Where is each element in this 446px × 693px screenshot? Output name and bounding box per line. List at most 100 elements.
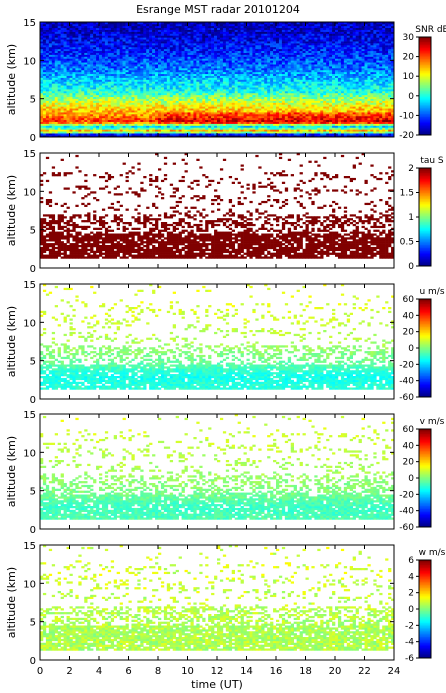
heatmap-cell <box>352 106 356 109</box>
heatmap-cell <box>361 119 365 122</box>
heatmap-cell <box>140 133 144 136</box>
heatmap-cell <box>69 64 73 67</box>
heatmap-cell <box>125 119 129 122</box>
heatmap-cell <box>119 69 123 73</box>
heatmap-cell <box>137 133 141 136</box>
heatmap-cell <box>287 94 292 98</box>
heatmap-cell <box>246 115 250 119</box>
heatmap-cell <box>60 96 64 99</box>
heatmap-cell <box>385 77 389 80</box>
heatmap-cell <box>40 125 44 128</box>
heatmap-cell <box>267 85 271 88</box>
heatmap-cell <box>225 64 230 67</box>
heatmap-cell <box>267 89 271 92</box>
heatmap-cell <box>323 100 327 103</box>
heatmap-cell <box>237 110 241 113</box>
heatmap-cell <box>211 110 215 113</box>
heatmap-cell <box>299 94 303 98</box>
heatmap-cell <box>290 69 294 73</box>
heatmap-cell <box>155 75 159 78</box>
heatmap-cell <box>258 104 262 107</box>
heatmap-cell <box>128 129 132 132</box>
heatmap-cell <box>110 56 115 59</box>
heatmap-cell <box>376 104 380 107</box>
heatmap-cell <box>320 96 324 99</box>
heatmap-cell <box>128 98 132 101</box>
heatmap-cell <box>237 104 241 107</box>
heatmap-cell <box>40 106 44 109</box>
heatmap-cell <box>391 119 395 122</box>
heatmap-cell <box>228 87 233 90</box>
heatmap-cell <box>104 64 109 67</box>
heatmap-cell <box>57 81 61 84</box>
heatmap-cell <box>119 108 123 111</box>
heatmap-cell <box>332 68 336 71</box>
heatmap-cell <box>252 96 256 99</box>
heatmap-cell <box>267 75 271 78</box>
heatmap-cell <box>355 114 359 117</box>
heatmap-cell <box>155 62 159 65</box>
heatmap-cell <box>54 104 58 107</box>
heatmap-cell <box>187 87 191 90</box>
heatmap-cell <box>40 92 44 96</box>
heatmap-cell <box>42 121 47 124</box>
heatmap-cell <box>349 85 353 88</box>
heatmap-cell <box>160 129 165 132</box>
heatmap-cell <box>63 129 67 132</box>
heatmap-cell <box>211 73 215 76</box>
heatmap-cell <box>217 135 221 138</box>
heatmap-cell <box>60 91 64 94</box>
heatmap-cell <box>382 68 386 71</box>
heatmap-cell <box>337 64 342 67</box>
heatmap-cell <box>146 96 150 99</box>
heatmap-cell <box>231 112 235 115</box>
heatmap-cell <box>93 125 97 128</box>
heatmap-cell <box>211 68 215 71</box>
heatmap-cell <box>276 58 280 61</box>
heatmap-cell <box>281 110 286 113</box>
heatmap-cell <box>116 58 120 61</box>
heatmap-cell <box>237 87 241 90</box>
heatmap-cell <box>96 58 100 61</box>
heatmap-cell <box>222 60 227 63</box>
heatmap-cell <box>42 58 47 61</box>
heatmap-cell <box>278 100 283 103</box>
heatmap-cell <box>104 83 109 86</box>
heatmap-cell <box>60 89 64 92</box>
heatmap-cell <box>287 135 292 138</box>
heatmap-cell <box>302 117 306 121</box>
heatmap-cell <box>134 129 138 132</box>
heatmap-cell <box>343 85 348 88</box>
heatmap-cell <box>140 102 144 105</box>
heatmap-cell <box>143 71 147 75</box>
heatmap-cell <box>199 121 203 124</box>
heatmap-cell <box>246 66 250 69</box>
heatmap-cell <box>358 123 362 126</box>
heatmap-cell <box>219 114 224 117</box>
heatmap-cell <box>72 91 76 94</box>
heatmap-cell <box>57 83 61 86</box>
heatmap-cell <box>273 129 277 132</box>
heatmap-cell <box>81 91 85 94</box>
heatmap-cell <box>78 135 82 138</box>
heatmap-cell <box>335 83 339 86</box>
heatmap-cell <box>51 98 56 101</box>
heatmap-cell <box>270 64 274 67</box>
heatmap-cell <box>273 83 277 86</box>
heatmap-cell <box>184 89 188 92</box>
heatmap-cell <box>379 125 383 128</box>
heatmap-cell <box>155 123 159 126</box>
heatmap-cell <box>178 79 182 82</box>
heatmap-cell <box>193 68 197 71</box>
heatmap-cell <box>155 94 159 98</box>
heatmap-cell <box>340 91 345 94</box>
heatmap-cell <box>125 135 129 138</box>
heatmap-cell <box>169 62 174 65</box>
heatmap-cell <box>131 77 135 80</box>
heatmap-cell <box>320 108 324 111</box>
heatmap-cell <box>270 100 274 103</box>
heatmap-cell <box>107 114 112 117</box>
heatmap-cell <box>219 66 224 69</box>
heatmap-cell <box>385 75 389 78</box>
heatmap-cell <box>302 131 306 134</box>
